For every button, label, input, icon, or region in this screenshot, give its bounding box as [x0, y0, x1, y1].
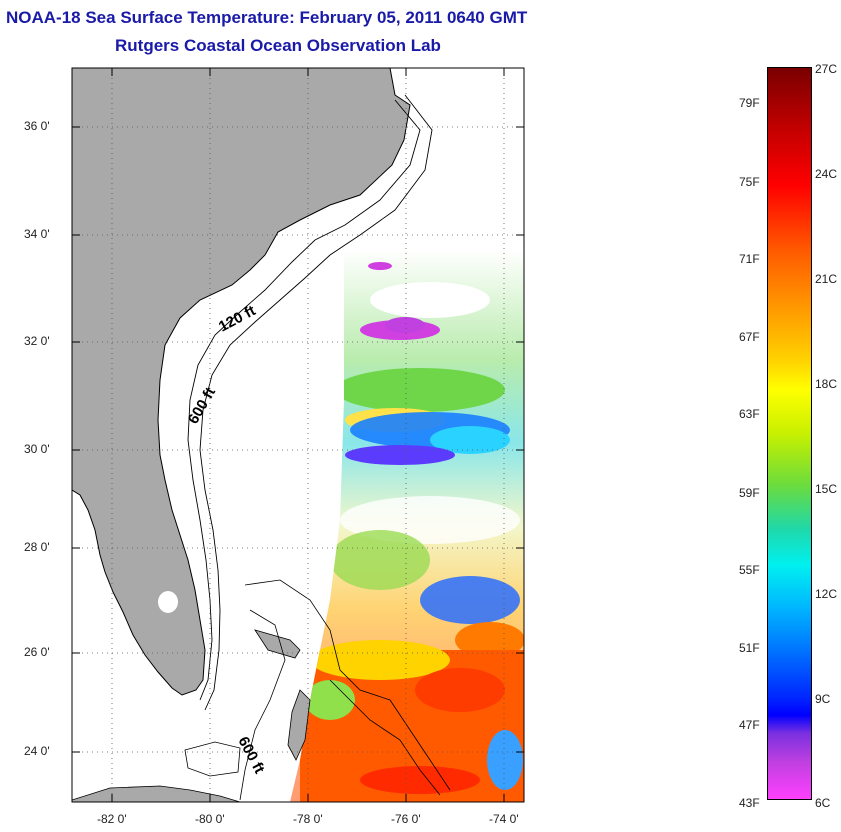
colorbar-c-label: 18C: [815, 377, 838, 391]
contour-bahamas: [239, 579, 451, 801]
land-cuba: [72, 785, 241, 802]
contour-120ft: [187, 99, 421, 701]
sst-data-swath: [290, 250, 524, 802]
lon-label: -78 0': [293, 812, 323, 826]
sst-speck: [368, 262, 392, 270]
axis-ticks: [72, 68, 524, 802]
colorbar-f-label: 67F: [739, 330, 760, 344]
land-bahamas: [287, 689, 311, 761]
contour-cuba-shelf: [184, 741, 241, 777]
map-frame: [71, 67, 525, 803]
lat-label: 34 0': [24, 227, 50, 241]
sst-speck: [385, 317, 425, 333]
colorbar-c-label: 27C: [815, 62, 838, 76]
map-title: NOAA-18 Sea Surface Temperature: Februar…: [6, 8, 528, 27]
colorbar-f-label: 43F: [739, 796, 760, 810]
lat-label: 26 0': [24, 645, 50, 659]
colorbar-f-label: 47F: [739, 718, 760, 732]
colorbar-f-label: 79F: [739, 96, 760, 110]
lat-label: 24 0': [24, 744, 50, 758]
temperature-colorbar: [767, 67, 812, 800]
lon-label: -80 0': [195, 812, 225, 826]
land-bahamas: [254, 629, 301, 659]
colorbar-c-label: 24C: [815, 167, 838, 181]
lat-label: 32 0': [24, 334, 50, 348]
lon-label: -76 0': [391, 812, 421, 826]
lon-label: -74 0': [489, 812, 519, 826]
lat-label: 36 0': [24, 119, 50, 133]
colorbar-f-label: 51F: [739, 641, 760, 655]
lat-label: 28 0': [24, 540, 50, 554]
map-subtitle: Rutgers Coastal Ocean Observation Lab: [115, 36, 441, 55]
lat-lon-grid: [72, 68, 524, 802]
colorbar-c-label: 15C: [815, 482, 838, 496]
lake-okeechobee: [158, 591, 178, 613]
colorbar-f-label: 75F: [739, 175, 760, 189]
colorbar-f-label: 59F: [739, 486, 760, 500]
contour-600ft: [199, 94, 433, 711]
colorbar-f-label: 55F: [739, 563, 760, 577]
colorbar-c-label: 21C: [815, 272, 838, 286]
colorbar-c-label: 9C: [815, 692, 831, 706]
colorbar-f-label: 63F: [739, 407, 760, 421]
lon-label: -82 0': [97, 812, 127, 826]
lat-label: 30 0': [24, 442, 50, 456]
colorbar-c-label: 12C: [815, 587, 838, 601]
colorbar-f-label: 71F: [739, 252, 760, 266]
colorbar-c-label: 6C: [815, 796, 831, 810]
